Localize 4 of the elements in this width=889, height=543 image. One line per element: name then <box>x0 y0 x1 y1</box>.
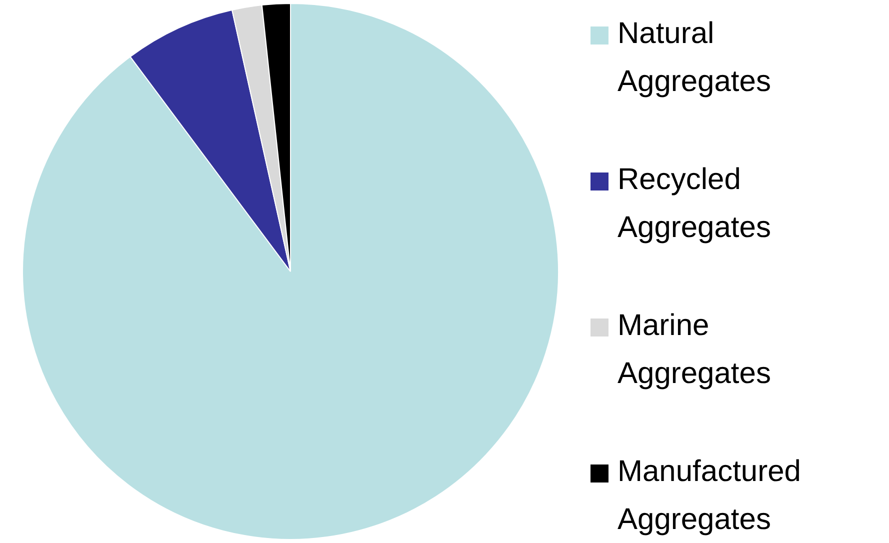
legend-label: Natural Aggregates <box>618 17 771 98</box>
legend-label: Marine Aggregates <box>618 309 771 390</box>
legend-label: Manufactured Aggregates <box>618 455 801 536</box>
legend-label: Recycled Aggregates <box>618 163 771 244</box>
